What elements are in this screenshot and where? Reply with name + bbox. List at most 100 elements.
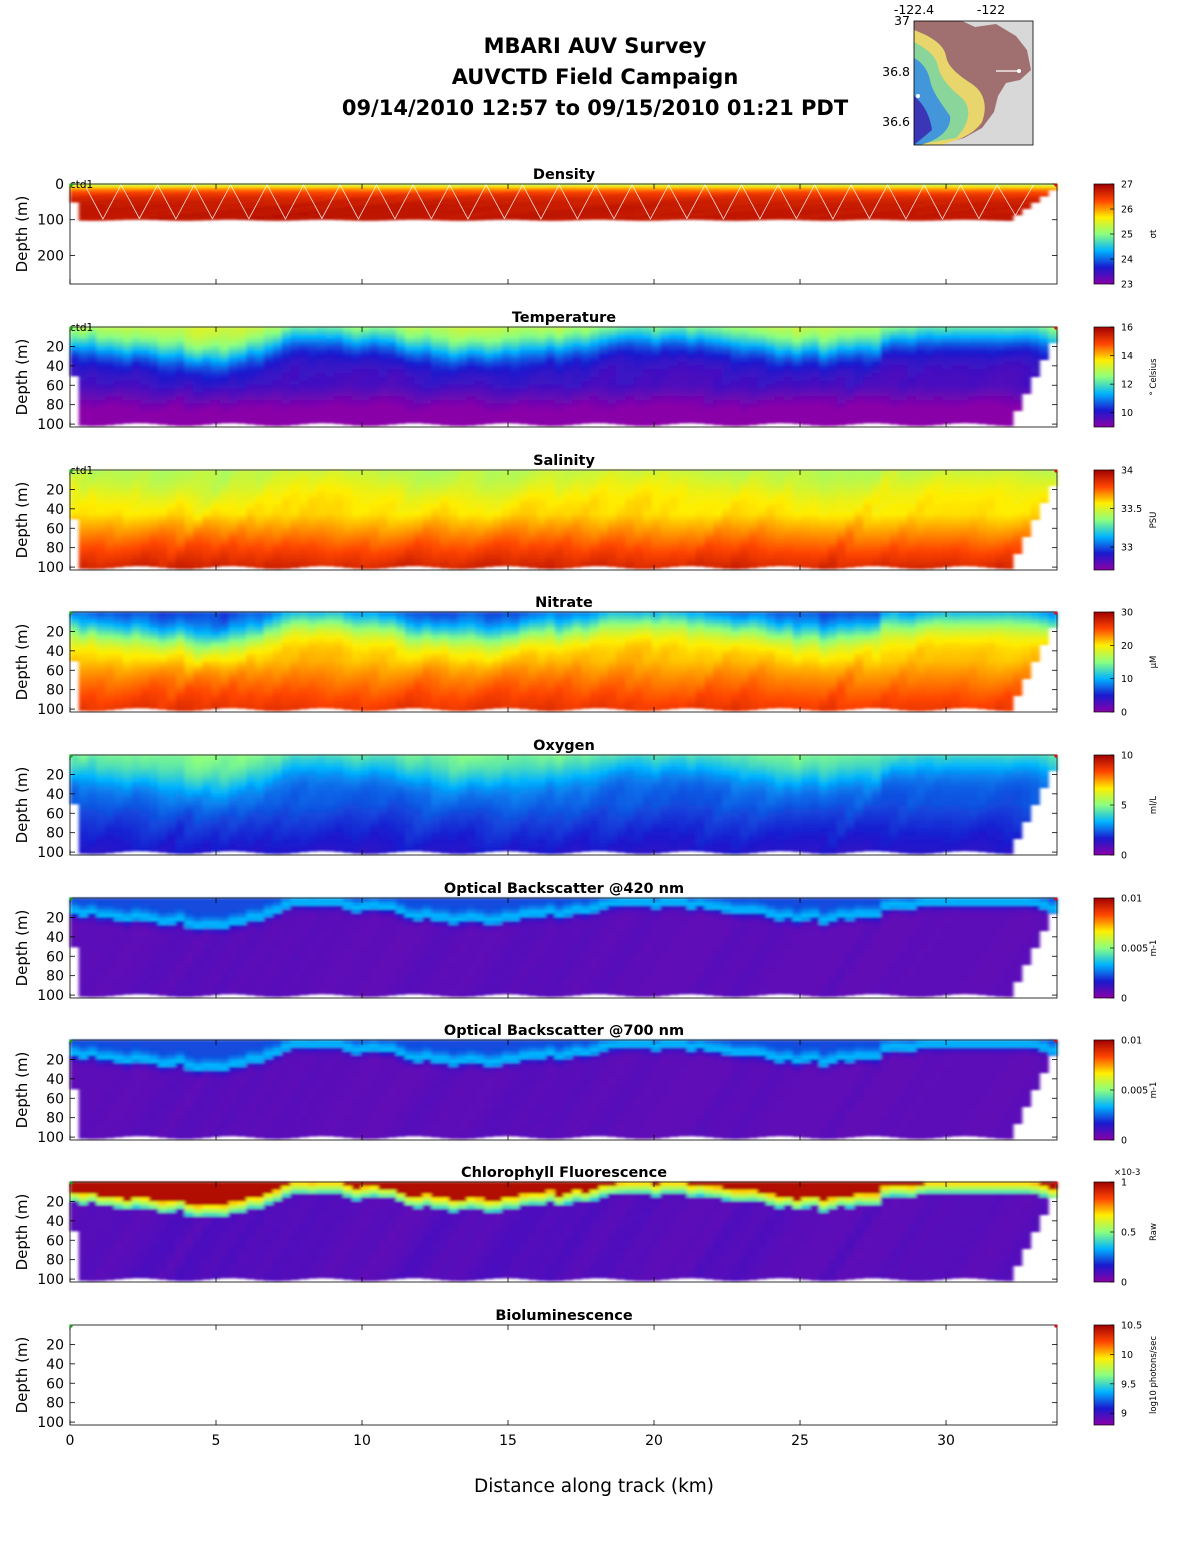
heatmap-cell bbox=[448, 419, 459, 424]
heatmap-cell bbox=[263, 196, 274, 199]
heatmap-cell bbox=[686, 392, 697, 397]
heatmap-cell bbox=[651, 373, 662, 378]
heatmap-cell bbox=[537, 334, 547, 340]
heatmap-cell bbox=[290, 209, 300, 212]
heatmap-cell bbox=[255, 185, 265, 188]
heatmap-cell bbox=[114, 403, 124, 409]
heatmap-cell bbox=[255, 419, 265, 424]
heatmap-cell bbox=[166, 419, 177, 424]
heatmap-cell bbox=[387, 411, 397, 417]
heatmap-cell bbox=[246, 186, 256, 189]
heatmap-cell bbox=[369, 342, 380, 347]
heatmap-cell bbox=[422, 338, 432, 343]
heatmap-cell bbox=[581, 186, 591, 189]
heatmap-cell bbox=[396, 365, 406, 370]
heatmap-cell bbox=[316, 195, 327, 198]
heatmap-cell bbox=[131, 208, 142, 211]
heatmap-cell bbox=[255, 191, 265, 194]
heatmap-cell bbox=[299, 423, 309, 425]
heatmap-cell bbox=[801, 377, 811, 382]
heatmap-cell bbox=[175, 202, 186, 205]
heatmap-cell bbox=[651, 377, 662, 382]
heatmap-cell bbox=[202, 327, 212, 332]
heatmap-cell bbox=[625, 210, 635, 213]
heatmap-cell bbox=[219, 189, 230, 192]
heatmap-cell bbox=[678, 415, 688, 420]
heatmap-cell bbox=[440, 346, 450, 351]
heatmap-cell bbox=[378, 330, 388, 336]
heatmap-cell bbox=[704, 407, 714, 413]
heatmap-cell bbox=[792, 369, 803, 374]
heatmap-cell bbox=[211, 219, 221, 221]
heatmap-cell bbox=[589, 186, 600, 189]
heatmap-cell bbox=[352, 208, 362, 211]
heatmap-cell bbox=[219, 396, 230, 401]
heatmap-cell bbox=[158, 200, 168, 203]
heatmap-cell bbox=[87, 350, 98, 355]
heatmap-cell bbox=[149, 196, 159, 199]
heatmap-cell bbox=[572, 361, 582, 367]
heatmap-cell bbox=[175, 353, 186, 359]
heatmap-cell bbox=[387, 210, 397, 213]
heatmap-cell bbox=[634, 423, 644, 427]
heatmap-cell bbox=[440, 380, 450, 386]
heatmap-cell bbox=[563, 365, 573, 370]
heatmap-cell bbox=[722, 365, 732, 370]
heatmap-cell bbox=[572, 392, 582, 397]
heatmap-cell bbox=[334, 193, 344, 196]
heatmap-cell bbox=[475, 185, 485, 188]
heatmap-cell bbox=[493, 196, 503, 199]
heatmap-cell bbox=[378, 403, 388, 409]
heatmap-cell bbox=[563, 219, 573, 221]
heatmap-cell bbox=[87, 423, 98, 427]
heatmap-cell bbox=[493, 411, 503, 417]
heatmap-cell bbox=[343, 388, 353, 393]
heatmap-cell bbox=[255, 396, 265, 401]
heatmap-cell bbox=[413, 419, 424, 424]
heatmap-cell bbox=[158, 373, 168, 378]
heatmap-cell bbox=[757, 327, 767, 332]
heatmap-cell bbox=[493, 330, 503, 336]
heatmap-cell bbox=[228, 209, 239, 212]
heatmap-cell bbox=[387, 380, 397, 386]
heatmap-cell bbox=[255, 219, 265, 221]
heatmap-cell bbox=[246, 380, 256, 386]
heatmap-cell bbox=[219, 330, 230, 336]
heatmap-cell bbox=[96, 423, 106, 426]
heatmap-cell bbox=[325, 400, 335, 405]
heatmap-cell bbox=[625, 415, 635, 420]
heatmap-cell bbox=[563, 193, 573, 196]
heatmap-cell bbox=[475, 203, 485, 206]
heatmap-cell bbox=[431, 199, 441, 202]
heatmap-cell bbox=[607, 184, 617, 187]
heatmap-cell bbox=[228, 396, 239, 401]
heatmap-cell bbox=[651, 200, 662, 203]
heatmap-cell bbox=[783, 369, 794, 374]
heatmap-cell bbox=[316, 330, 327, 336]
heatmap-cell bbox=[440, 219, 450, 221]
heatmap-cell bbox=[801, 407, 811, 413]
heatmap-cell bbox=[501, 216, 512, 219]
heatmap-cell bbox=[537, 400, 547, 405]
heatmap-cell bbox=[325, 209, 335, 212]
heatmap-cell bbox=[246, 199, 256, 202]
heatmap-cell bbox=[616, 202, 626, 205]
heatmap-cell bbox=[634, 219, 644, 221]
heatmap-cell bbox=[290, 215, 300, 218]
heatmap-cell bbox=[642, 184, 653, 187]
heatmap-cell bbox=[87, 200, 98, 203]
heatmap-cell bbox=[396, 327, 406, 332]
heatmap-cell bbox=[387, 400, 397, 405]
heatmap-cell bbox=[589, 380, 600, 386]
heatmap-cell bbox=[625, 206, 635, 209]
heatmap-cell bbox=[554, 213, 565, 216]
heatmap-cell bbox=[730, 369, 741, 374]
heatmap-cell bbox=[528, 400, 538, 405]
heatmap-cell bbox=[334, 184, 344, 187]
heatmap-cell bbox=[255, 353, 265, 359]
heatmap-cell bbox=[105, 388, 115, 393]
heatmap-cell bbox=[501, 185, 512, 188]
heatmap-cell bbox=[158, 346, 168, 351]
heatmap-cell bbox=[184, 327, 194, 332]
heatmap-cell bbox=[87, 191, 98, 194]
